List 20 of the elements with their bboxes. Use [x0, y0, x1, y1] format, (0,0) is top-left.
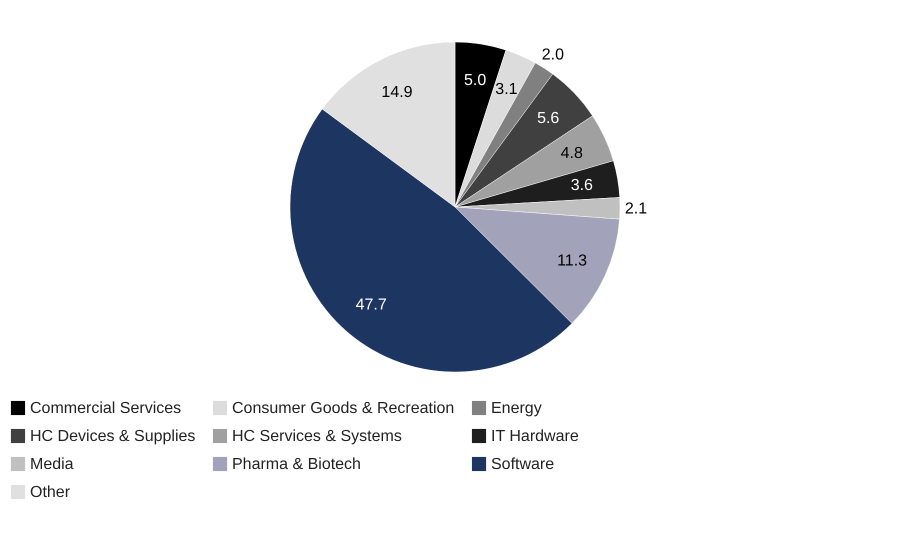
data-label: 2.0 — [542, 46, 564, 64]
legend-label: Media — [30, 456, 74, 473]
data-label: 5.0 — [464, 72, 486, 89]
data-label: 11.3 — [557, 252, 588, 270]
legend-label: Energy — [491, 400, 542, 417]
data-label: 47.7 — [356, 296, 387, 314]
legend-label: Software — [491, 456, 554, 473]
data-label: 3.1 — [495, 81, 518, 98]
data-label: 2.1 — [624, 200, 648, 218]
legend-label: Commercial Services — [30, 400, 182, 417]
legend-label: HC Services & Systems — [232, 428, 402, 445]
data-label: 3.6 — [570, 177, 594, 194]
data-label: 14.9 — [381, 84, 413, 102]
legend-label: IT Hardware — [491, 428, 579, 445]
legend-label: Other — [30, 484, 71, 501]
data-label: 4.8 — [560, 144, 583, 162]
data-label: 5.6 — [537, 110, 560, 128]
legend-label: HC Devices & Supplies — [30, 428, 196, 445]
legend-label: Pharma & Biotech — [232, 456, 361, 473]
legend-label: Consumer Goods & Recreation — [232, 400, 454, 417]
